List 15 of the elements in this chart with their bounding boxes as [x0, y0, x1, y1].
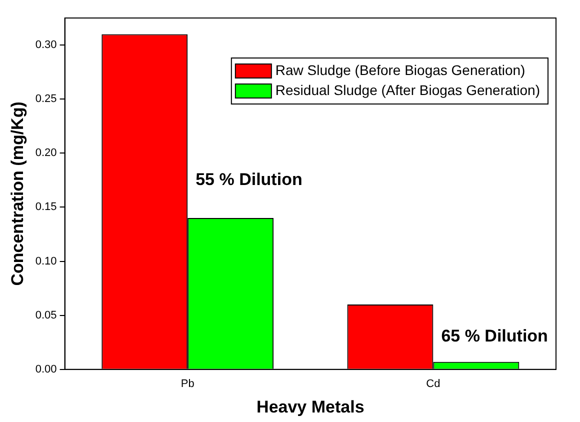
x-axis-title: Heavy Metals [256, 397, 364, 416]
annotation: 55 % Dilution [196, 170, 302, 189]
y-tick-label: 0.00 [35, 363, 57, 376]
legend-label: Residual Sludge (After Biogas Generation) [275, 82, 540, 98]
y-axis-title: Concentration (mg/Kg) [8, 102, 27, 286]
y-tick-label: 0.20 [35, 147, 57, 160]
y-tick-label: 0.25 [35, 93, 57, 106]
legend-label: Raw Sludge (Before Biogas Generation) [275, 62, 526, 78]
y-tick-label: 0.10 [35, 255, 57, 268]
y-tick-label: 0.15 [35, 201, 57, 214]
y-tick-label: 0.30 [35, 39, 57, 52]
x-tick-label: Pb [180, 378, 194, 390]
x-tick-label: Cd [426, 378, 440, 390]
annotation: 65 % Dilution [441, 326, 548, 346]
y-tick-label: 0.05 [35, 309, 57, 322]
